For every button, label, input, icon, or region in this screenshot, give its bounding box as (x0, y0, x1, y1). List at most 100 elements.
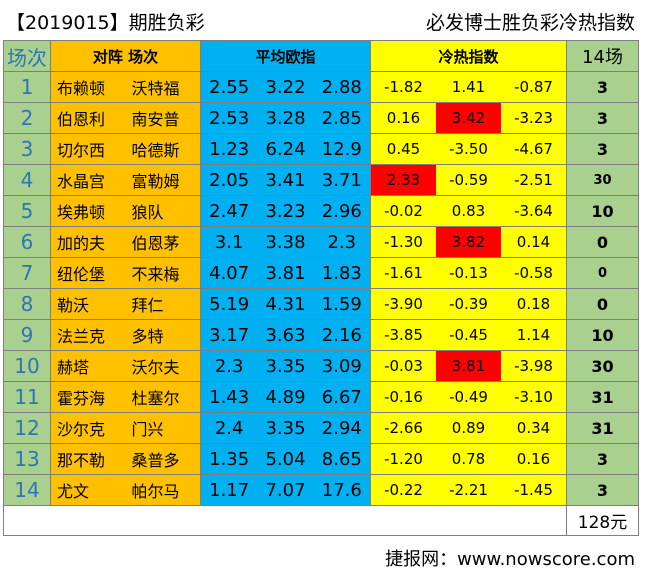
heat-value: 0.16 (386, 109, 421, 127)
sheet-title: 必发博士胜负彩冷热指数 (425, 12, 635, 34)
header-result: 14场 (566, 40, 639, 72)
heat-value: -0.49 (449, 388, 488, 406)
odds-cell: 2.53 3.28 2.85 (200, 102, 371, 134)
heat-cell: -1.61 -0.13 -0.58 (370, 257, 567, 289)
match-cell: 切尔西 哈德斯 (50, 133, 201, 165)
heat-value: 1.41 (451, 78, 486, 96)
match-cell: 加的夫 伯恩茅 (50, 226, 201, 258)
heat-value: -3.98 (514, 357, 553, 375)
result-cell: 3 (566, 474, 639, 506)
odds-value: 1.43 (209, 386, 250, 408)
odds-value: 2.3 (327, 231, 357, 253)
prize-value: 128元 (566, 505, 639, 536)
result-cell: 31 (566, 381, 639, 413)
heat-value: -0.13 (449, 264, 488, 282)
row-index: 10 (3, 350, 51, 382)
match-cell: 尤文 帕尔马 (50, 474, 201, 506)
table-row: 11 霍芬海 杜塞尔 1.43 4.89 6.67 -0.16 -0.49 -3.10 31 (3, 381, 639, 413)
odds-value: 2.53 (209, 107, 250, 129)
heat-value: 0.78 (451, 450, 486, 468)
heat-value: 0.16 (516, 450, 551, 468)
heat-value: 0.18 (516, 295, 551, 313)
row-index: 11 (3, 381, 51, 413)
heat-cell: -0.22 -2.21 -1.45 (370, 474, 567, 506)
blank-cell (3, 505, 567, 536)
row-index: 6 (3, 226, 51, 258)
heat-value: -0.02 (384, 202, 423, 220)
home-team: 加的夫 (57, 234, 106, 253)
home-team: 沙尔克 (57, 420, 106, 439)
home-team: 水晶宫 (57, 172, 106, 191)
heat-value-hot: 3.42 (436, 103, 501, 133)
row-index: 1 (3, 71, 51, 103)
away-team: 沃尔夫 (131, 358, 180, 377)
heat-cell: 2.33 -0.59 -2.51 (370, 164, 567, 196)
table-row: 10 赫塔 沃尔夫 2.3 3.35 3.09 -0.03 3.81 -3.98 30 (3, 350, 639, 382)
odds-cell: 4.07 3.81 1.83 (200, 257, 371, 289)
odds-value: 3.17 (209, 324, 250, 346)
away-team: 门兴 (131, 420, 164, 439)
header-index: 场次 (3, 40, 51, 72)
header-match: 对阵 场次 (50, 40, 201, 72)
odds-cell: 1.35 5.04 8.65 (200, 443, 371, 475)
table-row: 2 伯恩利 南安普 2.53 3.28 2.85 0.16 3.42 -3.23 3 (3, 102, 639, 134)
away-team: 狼队 (131, 203, 164, 222)
away-team: 杜塞尔 (131, 389, 180, 408)
result-cell: 31 (566, 412, 639, 444)
heat-value: -0.16 (384, 388, 423, 406)
odds-cell: 2.4 3.35 2.94 (200, 412, 371, 444)
row-index: 7 (3, 257, 51, 289)
away-team: 帕尔马 (131, 482, 180, 501)
odds-value: 1.17 (209, 479, 250, 501)
away-team: 哈德斯 (131, 141, 180, 160)
table-row: 14 尤文 帕尔马 1.17 7.07 17.6 -0.22 -2.21 -1.45 3 (3, 474, 639, 506)
heat-cell: -1.30 3.82 0.14 (370, 226, 567, 258)
heat-value: -3.90 (384, 295, 423, 313)
match-cell: 伯恩利 南安普 (50, 102, 201, 134)
heat-value: -3.64 (514, 202, 553, 220)
match-cell: 沙尔克 门兴 (50, 412, 201, 444)
home-team: 伯恩利 (57, 110, 106, 129)
result-cell: 10 (566, 195, 639, 227)
site-credit: 捷报网：www.nowscore.com (385, 549, 635, 570)
odds-value: 2.4 (214, 417, 244, 439)
table-row: 12 沙尔克 门兴 2.4 3.35 2.94 -2.66 0.89 0.34 31 (3, 412, 639, 444)
heat-value-hot: 2.33 (371, 165, 436, 195)
row-index: 14 (3, 474, 51, 506)
result-cell: 3 (566, 71, 639, 103)
odds-value: 3.22 (265, 76, 306, 98)
odds-cell: 3.17 3.63 2.16 (200, 319, 371, 351)
odds-value: 8.65 (321, 448, 362, 470)
heat-value: -3.50 (449, 140, 488, 158)
row-index: 4 (3, 164, 51, 196)
heat-value: 0.34 (516, 419, 551, 437)
row-index: 2 (3, 102, 51, 134)
odds-cell: 2.47 3.23 2.96 (200, 195, 371, 227)
odds-value: 4.89 (265, 386, 306, 408)
odds-cell: 2.55 3.22 2.88 (200, 71, 371, 103)
result-cell: 0 (566, 257, 639, 289)
away-team: 桑普多 (131, 451, 180, 470)
table-row: 1 布赖顿 沃特福 2.55 3.22 2.88 -1.82 1.41 -0.87 3 (3, 71, 639, 103)
heat-value: -0.59 (449, 171, 488, 189)
odds-value: 1.83 (321, 262, 362, 284)
match-cell: 布赖顿 沃特福 (50, 71, 201, 103)
home-team: 纽伦堡 (57, 265, 106, 284)
heat-value: -1.20 (384, 450, 423, 468)
heat-cell: -0.03 3.81 -3.98 (370, 350, 567, 382)
odds-value: 3.28 (265, 107, 306, 129)
away-team: 沃特福 (131, 79, 180, 98)
heat-cell: -1.20 0.78 0.16 (370, 443, 567, 475)
prize-row: 128元 (3, 505, 639, 536)
header-heat: 冷热指数 (370, 40, 567, 72)
heat-value: -0.45 (449, 326, 488, 344)
match-cell: 勒沃 拜仁 (50, 288, 201, 320)
match-cell: 霍芬海 杜塞尔 (50, 381, 201, 413)
odds-value: 5.04 (265, 448, 306, 470)
match-cell: 纽伦堡 不来梅 (50, 257, 201, 289)
heat-value: -4.67 (514, 140, 553, 158)
odds-cell: 2.05 3.41 3.71 (200, 164, 371, 196)
odds-value: 1.35 (209, 448, 250, 470)
match-cell: 赫塔 沃尔夫 (50, 350, 201, 382)
row-index: 12 (3, 412, 51, 444)
